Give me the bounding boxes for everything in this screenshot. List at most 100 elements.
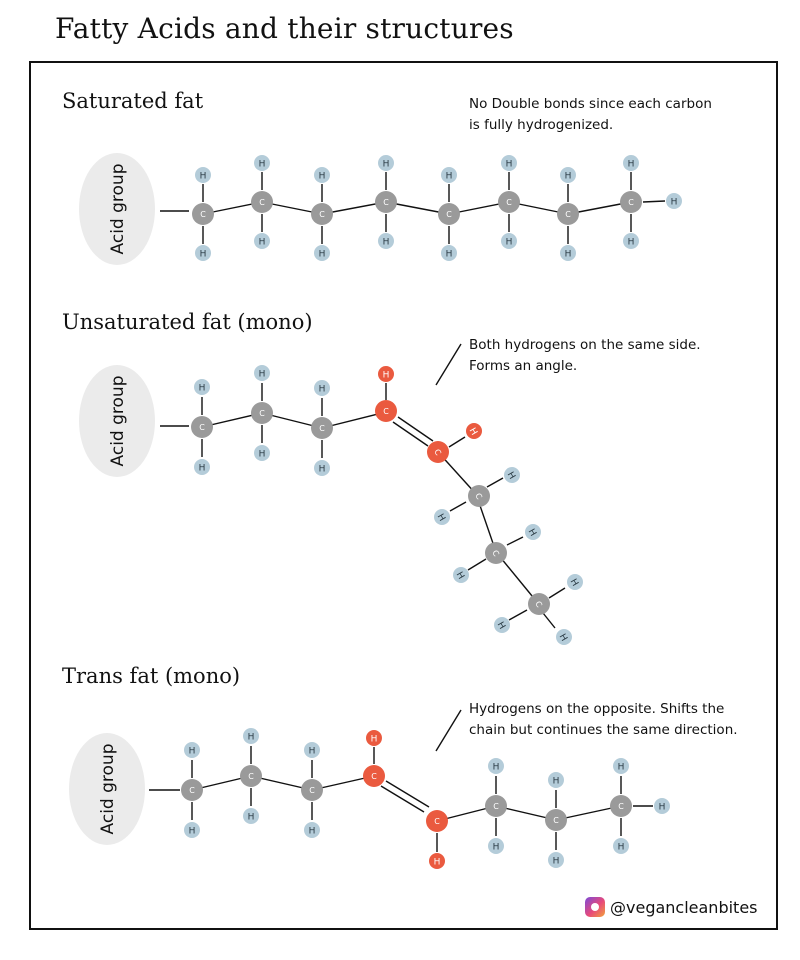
hydrogen-atom — [254, 155, 270, 171]
carbon-label: C — [432, 448, 443, 458]
acid-group — [79, 365, 155, 477]
hydrogen-atom — [314, 460, 330, 476]
acid-group — [79, 153, 155, 265]
hydrogen-atom — [194, 379, 210, 395]
carbon-atom — [363, 765, 385, 787]
hydrogen-atom — [314, 167, 330, 183]
hydrogen-label: H — [628, 160, 635, 170]
carbon-label: C — [553, 816, 559, 825]
hydrogen-atom — [501, 233, 517, 249]
hydrogen-label: H — [259, 370, 266, 380]
carbon-atom — [191, 416, 213, 438]
hydrogen-atom — [501, 155, 517, 171]
hydrogen-atom — [623, 233, 639, 249]
hydrogen-atom — [434, 509, 450, 525]
hydrogen-atom — [556, 629, 572, 645]
carbon-label: C — [533, 600, 544, 610]
hydrogen-label: H — [383, 371, 390, 381]
double-bond — [397, 416, 434, 442]
note-pointer — [435, 343, 462, 386]
hydrogen-atom — [441, 167, 457, 183]
carbon-label: C — [628, 198, 634, 207]
hydrogen-label: H — [319, 250, 326, 260]
hydrogen-label: H — [259, 160, 266, 170]
carbon-atom — [301, 779, 323, 801]
carbon-atom — [251, 191, 273, 213]
hydrogen-label: H — [565, 250, 572, 260]
hydrogen-label: H — [200, 172, 207, 182]
hydrogen-atom — [184, 742, 200, 758]
carbon-atom — [181, 779, 203, 801]
hydrogen-atom — [304, 742, 320, 758]
hydrogen-atom — [429, 853, 445, 869]
hydrogen-atom — [666, 193, 682, 209]
hydrogen-label: H — [495, 620, 507, 631]
hydrogen-atom — [378, 233, 394, 249]
hydrogen-label: H — [199, 384, 206, 394]
carbon-atom — [311, 417, 333, 439]
hydrogen-atom — [254, 445, 270, 461]
carbon-label: C — [618, 802, 624, 811]
bond — [642, 200, 666, 203]
note-saturated: No Double bonds since each carbon is ful… — [469, 96, 712, 133]
hydrogen-label: H — [259, 450, 266, 460]
hydrogen-atom — [243, 728, 259, 744]
carbon-label: C — [309, 786, 315, 795]
hydrogen-atom — [195, 245, 211, 261]
hydrogen-atom — [613, 758, 629, 774]
bond — [448, 436, 466, 448]
section-title-unsaturated: Unsaturated fat (mono) — [62, 310, 313, 334]
hydrogen-atom — [494, 617, 510, 633]
hydrogen-label: H — [434, 858, 441, 868]
hydrogen-atom — [466, 423, 482, 439]
hydrogen-label: H — [526, 527, 538, 538]
hydrogen-label: H — [553, 777, 560, 787]
carbon-atom — [251, 402, 273, 424]
hydrogen-label: H — [618, 763, 625, 773]
carbon-label: C — [200, 210, 206, 219]
bond — [508, 609, 528, 621]
carbon-atom — [528, 593, 550, 615]
acid-group-label-saturated: Acid group — [108, 164, 128, 255]
hydrogen-atom — [567, 574, 583, 590]
hydrogen-atom — [314, 245, 330, 261]
hydrogen-label: H — [618, 843, 625, 853]
diagram-frame — [29, 61, 778, 930]
hydrogen-atom — [304, 822, 320, 838]
hydrogen-atom — [488, 758, 504, 774]
carbon-label: C — [383, 407, 389, 416]
carbon-atom — [468, 485, 490, 507]
hydrogen-atom — [560, 167, 576, 183]
hydrogen-label: H — [557, 632, 569, 643]
hydrogen-label: H — [568, 577, 580, 588]
carbon-label: C — [490, 549, 501, 559]
hydrogen-label: H — [506, 238, 513, 248]
hydrogen-atom — [623, 155, 639, 171]
carbon-atom — [557, 203, 579, 225]
hydrogen-atom — [195, 167, 211, 183]
hydrogen-label: H — [467, 426, 479, 437]
carbon-atom — [610, 795, 632, 817]
double-bond — [392, 421, 429, 447]
carbon-label: C — [199, 423, 205, 432]
bond — [506, 536, 524, 546]
hydrogen-label: H — [506, 160, 513, 170]
hydrogen-atom — [525, 524, 541, 540]
hydrogen-label: H — [319, 385, 326, 395]
hydrogen-atom — [504, 467, 520, 483]
hydrogen-label: H — [309, 827, 316, 837]
hydrogen-label: H — [505, 470, 517, 481]
hydrogen-label: H — [199, 464, 206, 474]
hydrogen-label: H — [454, 570, 466, 581]
hydrogen-atom — [441, 245, 457, 261]
hydrogen-label: H — [319, 172, 326, 182]
hydrogen-atom — [194, 459, 210, 475]
hydrogen-atom — [488, 838, 504, 854]
hydrogen-atom — [613, 838, 629, 854]
hydrogen-label: H — [383, 238, 390, 248]
hydrogen-label: H — [493, 763, 500, 773]
bond — [548, 587, 566, 599]
hydrogen-atom — [366, 730, 382, 746]
social-handle[interactable]: @vegancleanbites — [585, 897, 758, 917]
carbon-label: C — [189, 786, 195, 795]
